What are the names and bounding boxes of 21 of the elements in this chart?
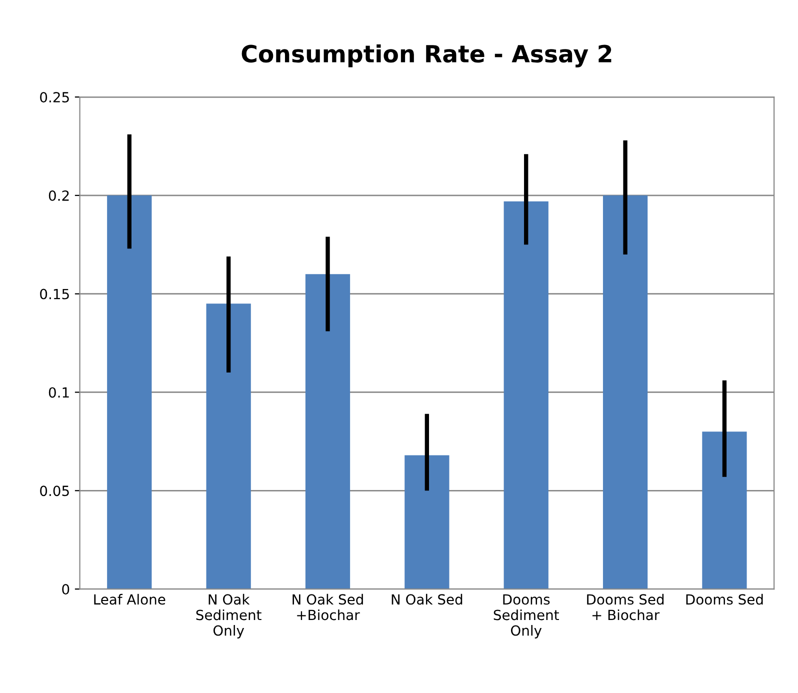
- y-tick-label: 0.2: [48, 190, 69, 201]
- x-tick-label: N Oak Sed: [392, 594, 462, 605]
- bar: [305, 274, 350, 590]
- x-tick-label: Leaf Alone: [94, 594, 166, 605]
- bar: [602, 195, 648, 590]
- y-tick-label: 0.1: [48, 387, 69, 398]
- x-tick-label: Dooms Sed: [686, 594, 763, 605]
- x-tick-label: Dooms Sediment Only: [494, 594, 559, 638]
- bar: [107, 195, 152, 590]
- bar: [206, 304, 251, 590]
- chart-title: Consumption Rate - Assay 2: [242, 44, 612, 68]
- x-tick-label: N Oak Sediment Only: [196, 594, 262, 638]
- bar: [702, 432, 747, 590]
- y-tick-label: 0.25: [40, 92, 69, 102]
- bar: [404, 455, 450, 590]
- y-tick-label: 0: [62, 584, 70, 595]
- x-tick-label: N Oak Sed +Biochar: [292, 594, 363, 620]
- bar: [504, 201, 548, 590]
- y-tick-label: 0.15: [40, 288, 69, 300]
- y-tick-label: 0.05: [40, 486, 69, 496]
- x-tick-label: Dooms Sed + Biochar: [587, 594, 664, 620]
